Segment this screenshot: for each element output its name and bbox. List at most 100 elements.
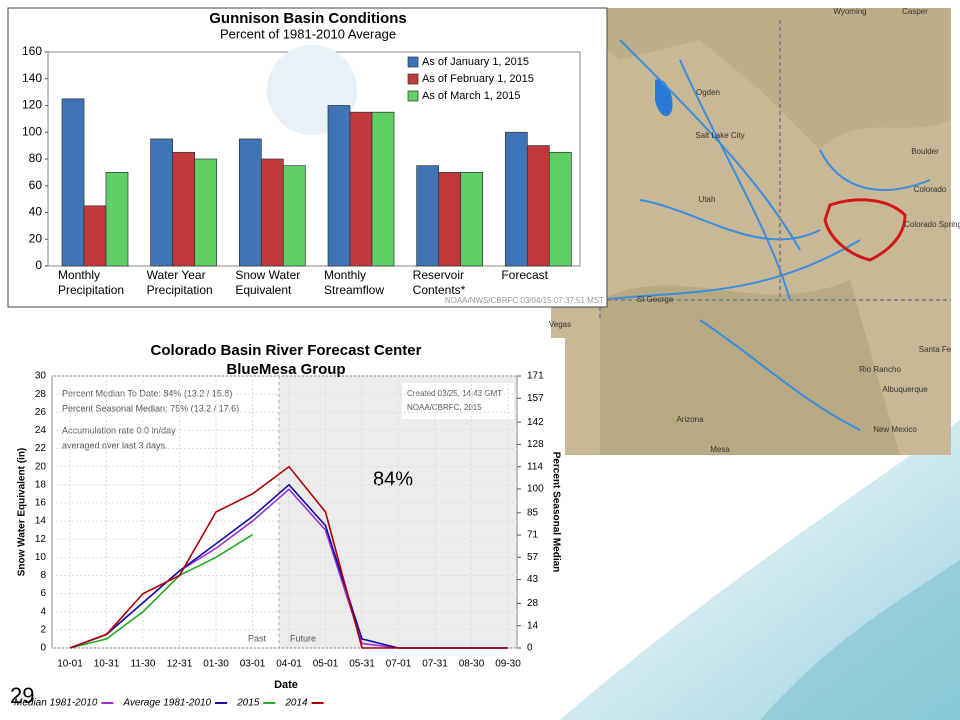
series-line <box>69 533 253 649</box>
x-tick-label: 10-31 <box>94 659 120 670</box>
legend-label: As of February 1, 2015 <box>422 73 534 85</box>
y-tick-label: 28 <box>35 389 47 400</box>
y-tick-label: 14 <box>35 516 47 527</box>
x-tick-label: Water Year Precipitation <box>147 268 213 297</box>
bar <box>282 165 306 267</box>
map-label: Mesa <box>710 445 730 454</box>
y2-tick-label: 85 <box>527 507 539 518</box>
chart-title: Colorado Basin River Forecast Center <box>151 342 422 359</box>
background-wave <box>760 560 960 720</box>
y-tick-label: 18 <box>35 479 47 490</box>
x-tick-label: Monthly Precipitation <box>58 268 124 297</box>
y-tick-label: 160 <box>22 44 42 58</box>
y-tick-label: 100 <box>22 124 42 138</box>
series-line <box>69 465 508 649</box>
bar <box>460 172 484 267</box>
legend-label: As of January 1, 2015 <box>422 56 529 68</box>
callout: 84% <box>373 468 413 490</box>
x-tick-label: Forecast <box>501 268 548 282</box>
x-tick-label: 10-01 <box>57 659 83 670</box>
annotation: Accumulation rate 0.0 in/day <box>62 425 176 435</box>
map-label: Colorado Springs <box>904 220 960 229</box>
map-label: Salt Lake City <box>695 131 744 140</box>
map-label: Arizona <box>676 415 704 424</box>
y-tick-label: 6 <box>40 588 46 599</box>
y2-axis-label: Percent Seasonal Median <box>550 452 561 573</box>
bar <box>238 138 262 267</box>
y2-tick-label: 43 <box>527 574 539 585</box>
map-label: New Mexico <box>873 425 917 434</box>
y2-tick-label: 142 <box>527 417 544 428</box>
y-tick-label: 20 <box>35 461 47 472</box>
annotation: NOAA/CBRFC, 2015 <box>407 403 482 412</box>
x-tick-label: 01-30 <box>203 659 229 670</box>
x-tick-label: 11-30 <box>131 659 156 670</box>
legend-swatch <box>407 56 419 68</box>
x-tick-label: 05-31 <box>349 659 375 670</box>
bar <box>194 158 218 267</box>
y2-tick-label: 28 <box>527 598 539 609</box>
y-tick-label: 12 <box>35 534 47 545</box>
x-tick-label: Monthly Streamflow <box>324 268 384 297</box>
bar <box>61 98 85 267</box>
map-label: Colorado <box>914 185 947 194</box>
x-tick-label: 04-01 <box>276 659 302 670</box>
y-tick-label: 2 <box>40 625 46 636</box>
info-box <box>402 383 514 419</box>
slide-number: 29 <box>10 683 34 708</box>
y-axis-label: Snow Water Equivalent (in) <box>17 448 28 577</box>
bar <box>327 105 351 267</box>
annotation: averaged over last 3 days. <box>62 440 168 450</box>
bar <box>371 111 395 267</box>
map-label: Vegas <box>549 320 571 329</box>
map-label: Santa Fe <box>919 345 952 354</box>
y-tick-label: 40 <box>29 205 43 219</box>
bar <box>526 145 550 267</box>
basin-outline <box>823 198 907 262</box>
bar <box>260 158 284 267</box>
y-tick-label: 22 <box>35 443 47 454</box>
annotation: Percent Median To Date: 84% (13.2 / 15.8… <box>62 388 232 398</box>
bar <box>83 205 107 267</box>
bar <box>416 165 440 267</box>
annotation: Percent Seasonal Median: 75% (13.2 / 17.… <box>62 403 239 413</box>
bar <box>150 138 174 267</box>
chart-title: Gunnison Basin Conditions <box>209 10 407 27</box>
chart-subtitle: BlueMesa Group <box>226 361 345 378</box>
map-label: Casper <box>902 7 928 16</box>
x-tick-label: 05-01 <box>313 659 339 670</box>
y2-tick-label: 100 <box>527 484 544 495</box>
bar <box>504 131 528 267</box>
y2-tick-label: 71 <box>527 530 539 541</box>
x-tick-label: 09-30 <box>495 659 521 670</box>
legend-label: As of March 1, 2015 <box>422 90 520 102</box>
bar <box>349 111 373 267</box>
legend-swatch <box>407 90 419 102</box>
bar <box>548 151 572 267</box>
y2-tick-label: 157 <box>527 393 544 404</box>
map-label: Wyoming <box>833 7 866 16</box>
y-tick-label: 10 <box>35 552 47 563</box>
legend-label: 2015 <box>236 698 260 709</box>
annotation: Past <box>248 633 267 643</box>
map-terrain <box>551 8 951 150</box>
map-label: St George <box>637 295 674 304</box>
x-tick-label: 12-31 <box>167 659 193 670</box>
y-tick-label: 26 <box>35 407 47 418</box>
x-tick-label: Reservoir Contents* <box>413 268 466 297</box>
y-tick-label: 120 <box>22 98 42 112</box>
bar <box>105 172 129 267</box>
bar <box>438 172 462 267</box>
x-tick-label: Snow Water Equivalent <box>235 268 300 297</box>
y-tick-label: 0 <box>40 643 46 654</box>
map-terrain <box>600 280 900 455</box>
map-label: Boulder <box>911 147 939 156</box>
y2-tick-label: 114 <box>527 461 543 472</box>
x-axis-label: Date <box>274 679 298 691</box>
annotation: Future <box>290 633 316 643</box>
river <box>599 39 931 431</box>
y-tick-label: 16 <box>35 498 47 509</box>
y-tick-label: 24 <box>35 425 47 436</box>
map-label: Utah <box>699 195 716 204</box>
